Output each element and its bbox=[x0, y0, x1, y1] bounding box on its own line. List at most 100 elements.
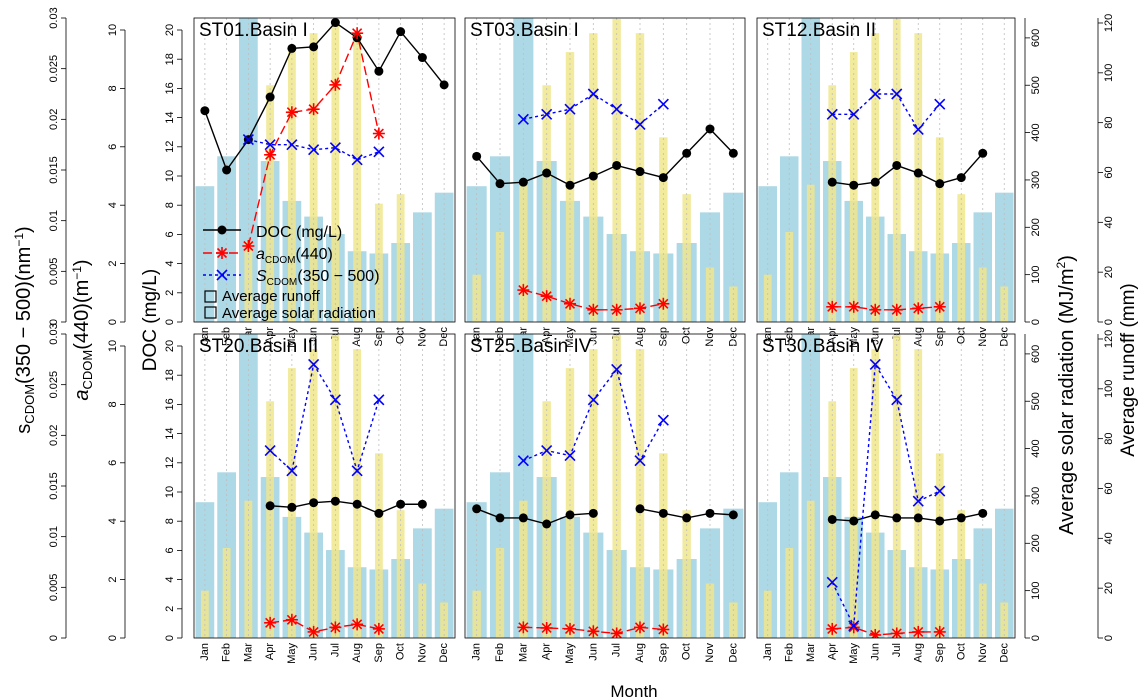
doc-point bbox=[913, 168, 923, 178]
s-axis-title-part: ) bbox=[13, 226, 35, 233]
radiation-axis-2-tick-label: 300 bbox=[1030, 487, 1042, 505]
panel-plot-area bbox=[758, 334, 1014, 638]
acdom-point bbox=[847, 300, 860, 313]
radiation-axis-title-part: ) bbox=[1056, 255, 1078, 262]
scdom-point bbox=[286, 465, 298, 477]
radiation-bar bbox=[374, 203, 383, 322]
scdom-point-stroke bbox=[564, 450, 576, 462]
runoff-axis-1-tick-label: 60 bbox=[1103, 166, 1115, 178]
radiation-axis-1-tick-label: 200 bbox=[1030, 218, 1042, 236]
scdom-point-stroke bbox=[264, 444, 276, 457]
doc-point bbox=[728, 148, 738, 158]
acdom-point-stroke bbox=[373, 623, 384, 634]
month-tick-label: Sep bbox=[657, 327, 669, 347]
acdom-point-stroke bbox=[308, 104, 319, 115]
month-tick-label: May bbox=[848, 643, 860, 664]
acdom-point-stroke bbox=[891, 628, 902, 638]
month-tick-label: Sep bbox=[373, 327, 385, 347]
radiation-bar bbox=[785, 548, 794, 638]
runoff-axis-1-tick-label: 100 bbox=[1103, 64, 1115, 82]
acdom-point-stroke bbox=[265, 617, 276, 628]
scdom-point bbox=[541, 444, 553, 457]
runoff-axis-title: Average runoff (mm) bbox=[1118, 283, 1139, 457]
s-axis-title-part: −1 bbox=[12, 233, 26, 247]
runoff-bar bbox=[699, 212, 721, 322]
panel-6: ST30.Basin IV Jan Feb Mar Apr May Jun Jul Aug Sep… bbox=[756, 333, 1016, 664]
acdom-point-stroke bbox=[541, 291, 552, 302]
month-tick-label: Dec bbox=[727, 327, 739, 347]
doc-point bbox=[978, 508, 988, 518]
scdom-point-stroke bbox=[286, 465, 298, 477]
scdom-point bbox=[351, 465, 363, 477]
radiation-bar bbox=[785, 232, 794, 322]
s-axis-1-tick-label: 0.02 bbox=[48, 109, 60, 130]
acdom-point-stroke bbox=[541, 622, 552, 634]
legend-doc-marker bbox=[217, 225, 227, 235]
acdom-point bbox=[285, 613, 298, 626]
acdom-point-stroke bbox=[265, 149, 276, 160]
doc-point bbox=[265, 92, 275, 102]
doc-point bbox=[978, 148, 988, 158]
scdom-point-stroke bbox=[657, 414, 669, 426]
doc-axis-2-tick-label: 0 bbox=[164, 635, 176, 641]
legend-scdom-label: SCDOM(350 − 500) bbox=[256, 268, 380, 288]
month-tick-label: Apr bbox=[264, 643, 276, 660]
acdom-point bbox=[933, 625, 946, 638]
scdom-point-stroke bbox=[587, 394, 599, 406]
doc-axis-2-tick-label: 14 bbox=[164, 427, 176, 439]
doc-axis-1-tick-label: 18 bbox=[164, 53, 176, 65]
doc-point bbox=[396, 499, 406, 509]
month-tick-label: Jun bbox=[869, 643, 881, 661]
scdom-point-stroke bbox=[891, 88, 903, 100]
radiation-bar bbox=[914, 349, 923, 638]
month-tick-label: Jan bbox=[762, 643, 774, 661]
doc-axis-1-tick-label: 6 bbox=[164, 231, 176, 237]
acdom-point-stroke bbox=[870, 304, 881, 315]
a-axis-1-tick-label: 4 bbox=[107, 202, 119, 208]
scdom-point-stroke bbox=[541, 108, 553, 120]
month-tick-label: Mar bbox=[517, 643, 529, 662]
x-axis-label: Month bbox=[610, 682, 657, 700]
doc-point bbox=[472, 151, 482, 161]
radiation-axis-2-tick-label: 200 bbox=[1030, 534, 1042, 552]
radiation-bar bbox=[892, 334, 901, 638]
doc-point bbox=[728, 510, 738, 520]
panel-5: ST25.Basin IV Jan Feb Mar Apr May Jun Jul Aug Sep… bbox=[464, 333, 746, 664]
s-axis-1-tick-label: 0.015 bbox=[48, 156, 60, 184]
panel-plot-area bbox=[195, 18, 454, 322]
acdom-point-stroke bbox=[330, 79, 341, 90]
doc-axis-1-tick-label: 16 bbox=[164, 82, 176, 94]
radiation-bar bbox=[309, 349, 318, 638]
doc-point bbox=[200, 106, 210, 116]
radiation-axis-2-tick-label: 400 bbox=[1030, 439, 1042, 457]
legend: DOC (mg/L) aCDOM(440) SCDOM(350 − 500) A… bbox=[203, 224, 380, 322]
radiation-bar bbox=[353, 349, 362, 638]
runoff-bar bbox=[699, 528, 721, 638]
s-axis-2-tick-label: 0 bbox=[48, 635, 60, 641]
panel-3: ST12.Basin IIJanFebMarAprMayJunJulAugSep… bbox=[756, 17, 1016, 348]
doc-point bbox=[870, 177, 880, 187]
month-tick-label: Apr bbox=[541, 643, 553, 660]
doc-point bbox=[472, 504, 482, 514]
doc-point bbox=[417, 499, 427, 509]
runoff-axis-1-tick-label: 40 bbox=[1103, 216, 1115, 228]
panel-title: ST30.Basin IV bbox=[762, 336, 884, 357]
a-axis-1-tick-label: 8 bbox=[107, 85, 119, 91]
doc-point bbox=[518, 177, 528, 187]
month-tick-label: May bbox=[848, 327, 860, 348]
scdom-point-stroke bbox=[264, 139, 276, 151]
runoff-axis-1-tick-label: 80 bbox=[1103, 117, 1115, 129]
doc-point bbox=[495, 513, 505, 523]
acdom-point bbox=[912, 625, 925, 638]
acdom-point-stroke bbox=[634, 622, 646, 633]
acdom-point bbox=[610, 627, 623, 638]
acdom-point-stroke bbox=[827, 623, 838, 634]
scdom-line bbox=[831, 362, 941, 629]
radiation-bar bbox=[309, 33, 318, 322]
a-axis-title-part: ) bbox=[71, 259, 93, 266]
doc-point bbox=[309, 498, 319, 508]
scdom-point-stroke bbox=[286, 139, 298, 151]
runoff-axis-1-tick-label: 20 bbox=[1103, 266, 1115, 278]
doc-point bbox=[518, 513, 528, 523]
